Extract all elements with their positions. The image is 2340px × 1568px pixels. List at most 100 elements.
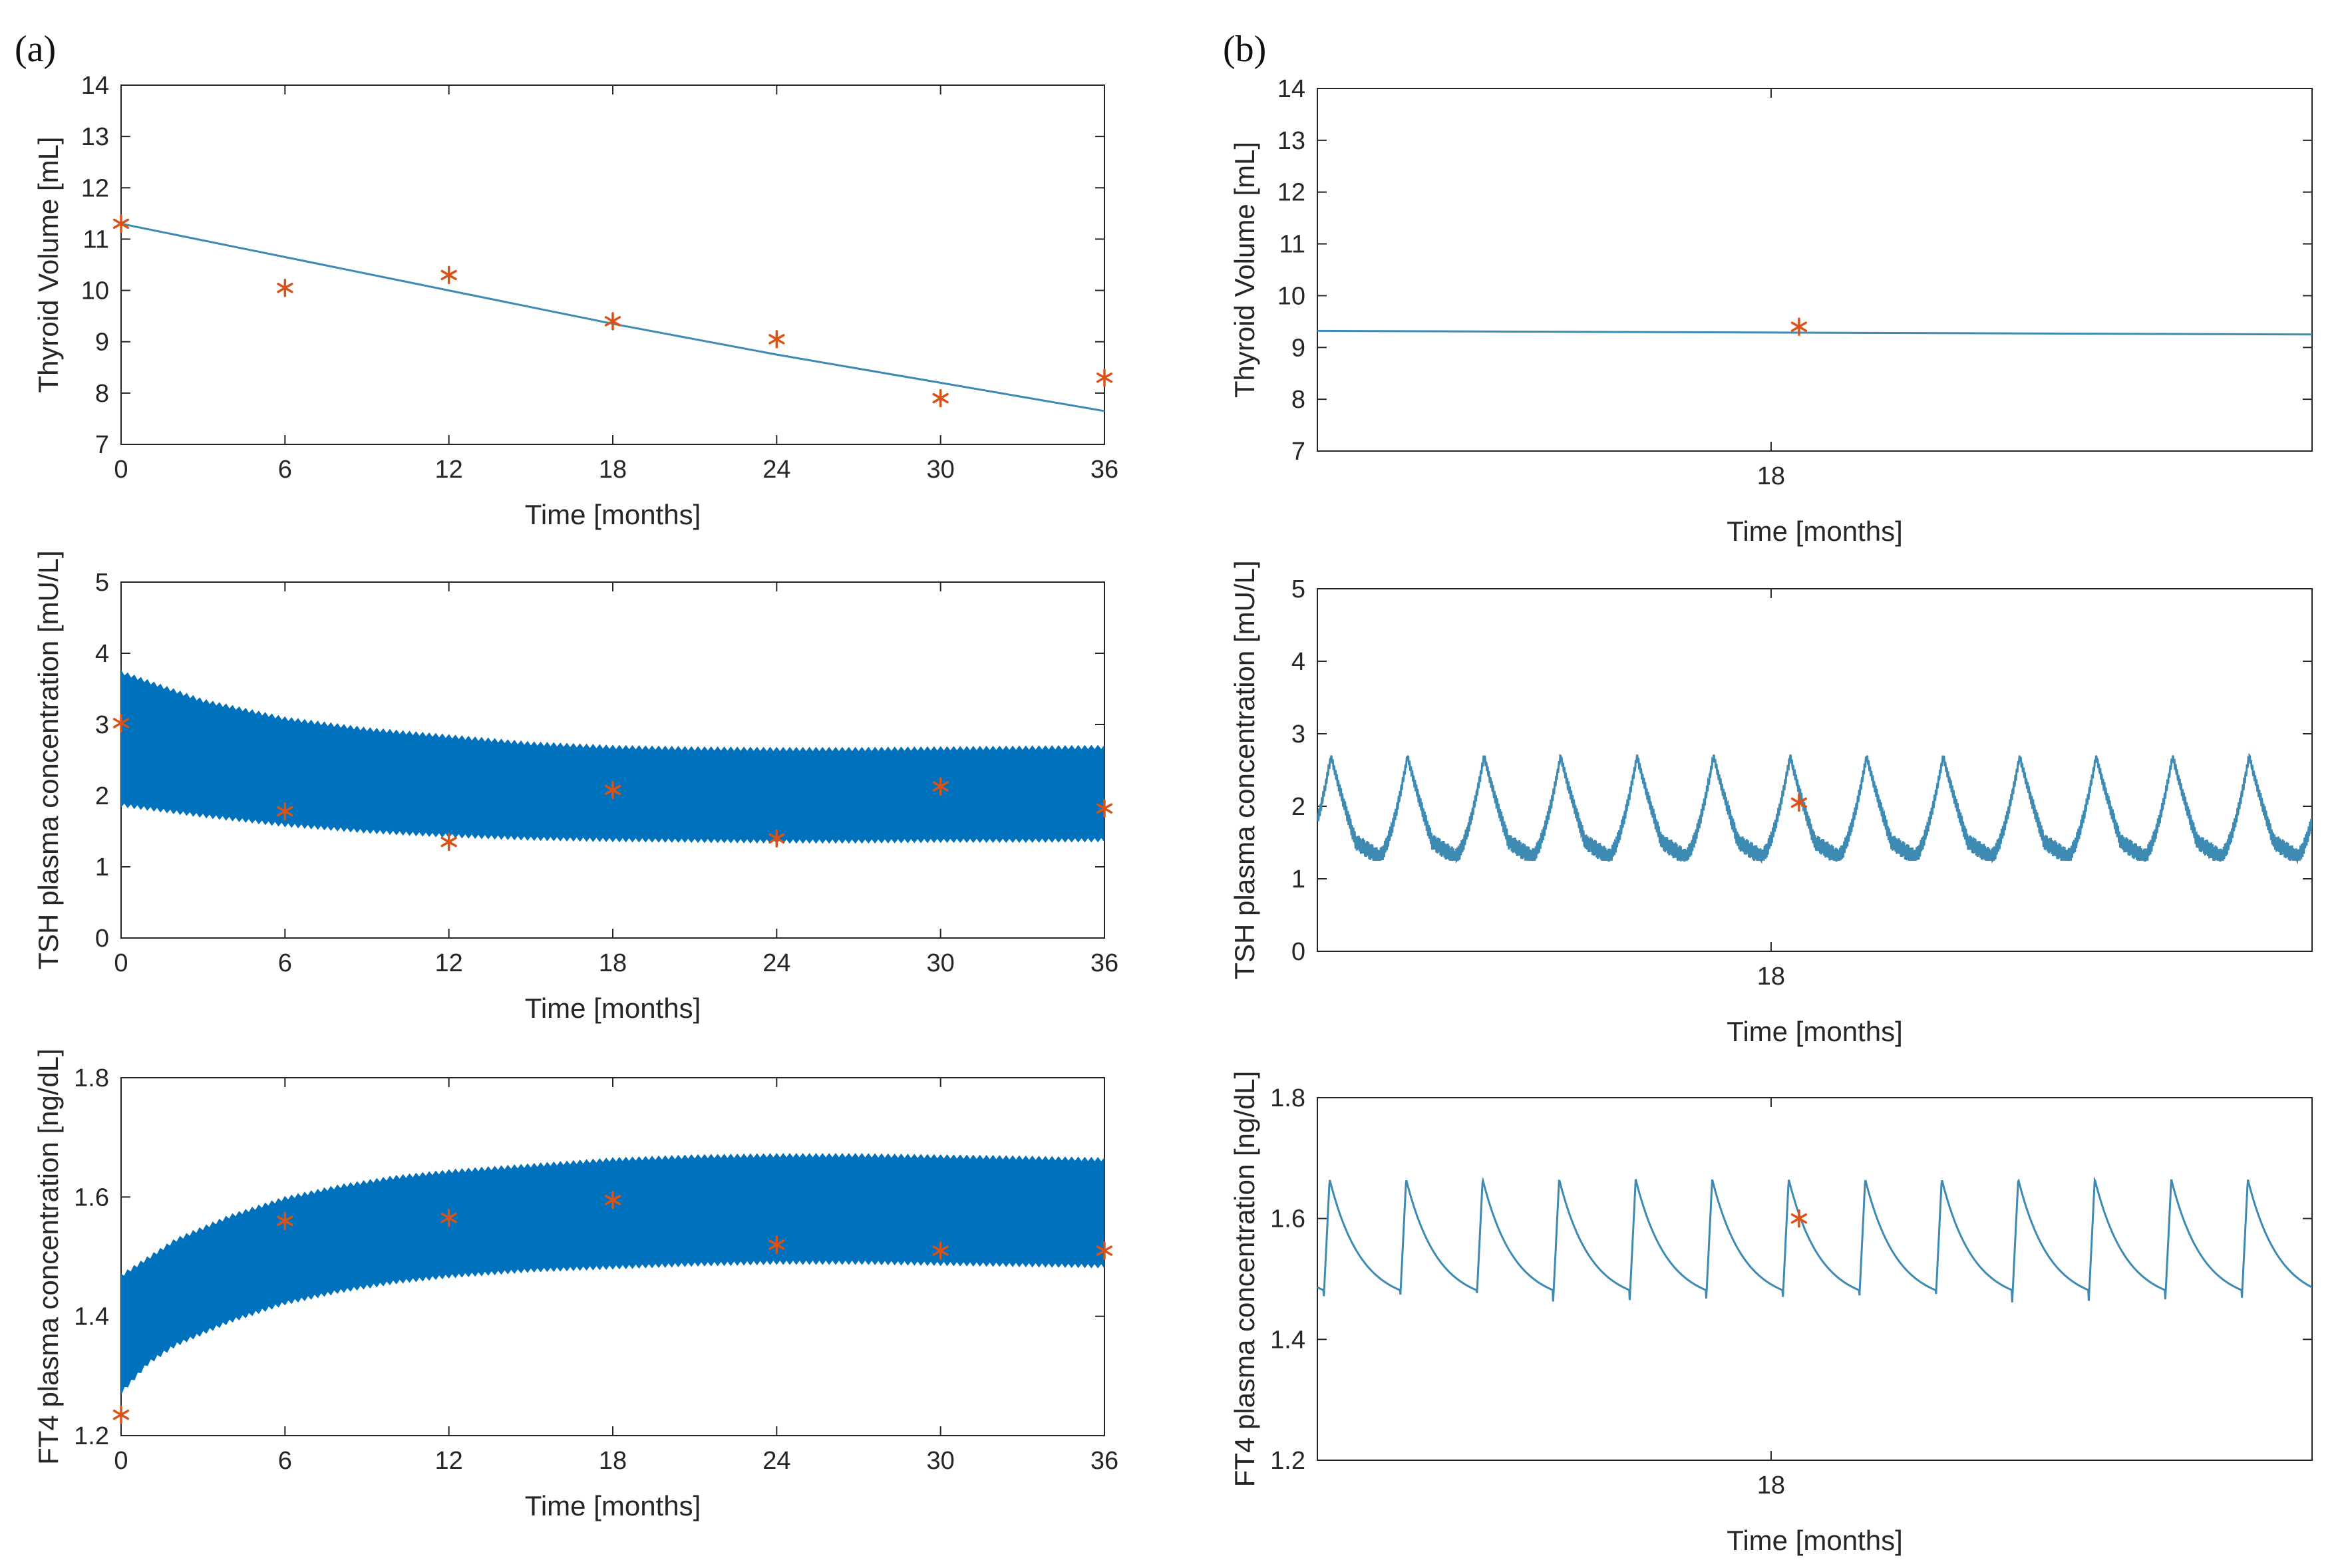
y-tick-label: 12 xyxy=(1277,179,1305,207)
y-tick-label: 3 xyxy=(1291,720,1305,748)
y-tick-label: 1.6 xyxy=(1270,1205,1305,1233)
y-tick-label: 4 xyxy=(95,640,109,668)
asterisk-stroke xyxy=(1096,803,1113,814)
x-tick-label: 18 xyxy=(1757,1472,1785,1499)
y-axis-title: FT4 plasma concentration [ng/dL] xyxy=(33,1048,64,1465)
asterisk-stroke xyxy=(112,1409,130,1420)
plot-area xyxy=(1317,752,2312,865)
plot-frame xyxy=(1317,588,2313,952)
observed-data-point xyxy=(440,832,457,852)
asterisk-stroke xyxy=(604,784,621,796)
observed-data-point xyxy=(1790,317,1808,336)
asterisk-stroke xyxy=(768,1239,785,1250)
y-tick-label: 1.4 xyxy=(74,1303,109,1331)
chart-b2: 18 0 1 2 3 4 5 Time [months] TSH plasma concentr… xyxy=(1229,560,2313,1047)
y-tick-label: 13 xyxy=(1277,127,1305,155)
x-tick-label: 24 xyxy=(762,1447,790,1475)
asterisk-stroke xyxy=(1096,372,1113,383)
x-tick-label: 24 xyxy=(762,456,790,484)
chart-b3: 18 1.2 1.4 1.6 1.8 Time [months] FT4 plasma co… xyxy=(1229,1071,2313,1556)
y-tick-label: 11 xyxy=(83,226,109,253)
observed-data-point xyxy=(768,330,785,349)
plot-frame xyxy=(1317,1097,2313,1461)
plot-area xyxy=(1317,1176,2312,1303)
asterisk-stroke xyxy=(768,334,785,345)
x-tick-label: 12 xyxy=(435,456,463,484)
y-tick-label: 3 xyxy=(95,711,109,739)
y-tick-label: 9 xyxy=(95,329,109,357)
x-tick-label: 36 xyxy=(1090,949,1118,977)
asterisk-stroke xyxy=(932,392,949,404)
x-tick-label: 0 xyxy=(114,1447,128,1475)
y-tick-label: 7 xyxy=(1291,438,1305,466)
plot-area xyxy=(121,1153,1104,1394)
y-tick-label: 1.6 xyxy=(74,1183,109,1211)
y-tick-label: 9 xyxy=(1291,334,1305,362)
y-tick-label: 5 xyxy=(95,569,109,597)
x-tick-label: 12 xyxy=(435,1447,463,1475)
x-tick-label: 6 xyxy=(278,456,292,484)
y-axis-title: TSH plasma concentration [mU/L] xyxy=(1229,560,1260,979)
model-line xyxy=(1317,752,2312,865)
asterisk-stroke xyxy=(1790,1213,1808,1224)
asterisk-stroke xyxy=(768,833,785,844)
observed-data-point xyxy=(440,1208,457,1227)
asterisk-stroke xyxy=(1790,321,1808,332)
asterisk-stroke xyxy=(112,718,130,728)
x-tick-label: 36 xyxy=(1090,1447,1118,1475)
model-oscillation-band xyxy=(121,1153,1104,1394)
y-tick-label: 11 xyxy=(1279,231,1305,259)
x-axis-title: Time [months] xyxy=(1727,1016,1903,1047)
x-tick-label: 18 xyxy=(599,1447,627,1475)
y-tick-label: 13 xyxy=(81,123,109,151)
observed-data-point xyxy=(277,802,293,821)
x-axis-title: Time [months] xyxy=(525,1490,701,1521)
y-tick-label: 7 xyxy=(95,431,109,459)
x-tick-label: 0 xyxy=(114,456,128,484)
y-tick-label: 12 xyxy=(81,174,109,202)
x-tick-label: 18 xyxy=(599,456,627,484)
observed-data-point xyxy=(112,714,130,732)
chart-a1: 0 6 12 18 24 30 36 7 8 9 10 11 12 13 14 Time [months] Th… xyxy=(33,72,1118,530)
observed-data-point xyxy=(440,265,457,285)
panel-label-a: (a) xyxy=(15,29,56,70)
observed-data-point xyxy=(1790,793,1808,812)
x-axis-title: Time [months] xyxy=(1727,1525,1903,1556)
x-axis-title: Time [months] xyxy=(525,499,701,530)
y-tick-label: 10 xyxy=(1277,282,1305,310)
x-tick-label: 18 xyxy=(1757,963,1785,991)
observed-data-point xyxy=(604,780,621,800)
x-tick-label: 18 xyxy=(1757,462,1785,490)
y-tick-label: 1.4 xyxy=(1270,1326,1305,1354)
x-tick-label: 30 xyxy=(927,949,955,977)
observed-data-point xyxy=(112,1405,130,1424)
y-tick-label: 14 xyxy=(81,72,109,100)
asterisk-stroke xyxy=(604,316,621,327)
asterisk-stroke xyxy=(277,282,293,293)
model-oscillation-band xyxy=(121,669,1104,844)
model-line xyxy=(1317,1176,2312,1303)
y-tick-label: 1.2 xyxy=(1270,1447,1305,1475)
observed-data-point xyxy=(277,1211,293,1230)
y-tick-label: 1.8 xyxy=(1270,1084,1305,1112)
y-tick-label: 8 xyxy=(95,380,109,408)
chart-a3: 0 6 12 18 24 30 36 1.2 1.4 1.6 1.8 Time [months] FT4… xyxy=(33,1048,1118,1521)
observed-data-point xyxy=(1790,1209,1808,1228)
observed-data-point xyxy=(112,214,130,234)
asterisk-stroke xyxy=(440,269,457,281)
asterisk-stroke xyxy=(1790,797,1808,808)
y-tick-label: 1.2 xyxy=(74,1422,109,1450)
y-tick-label: 5 xyxy=(1291,575,1305,603)
asterisk-stroke xyxy=(604,1195,621,1205)
plot-area xyxy=(1317,329,2312,336)
observed-data-point xyxy=(604,1191,621,1209)
model-line xyxy=(1317,329,2312,336)
asterisk-stroke xyxy=(112,218,130,230)
panel-label-b: (b) xyxy=(1223,29,1266,70)
y-tick-label: 0 xyxy=(1291,938,1305,966)
observed-data-point xyxy=(932,777,949,796)
y-tick-label: 1.8 xyxy=(74,1064,109,1092)
